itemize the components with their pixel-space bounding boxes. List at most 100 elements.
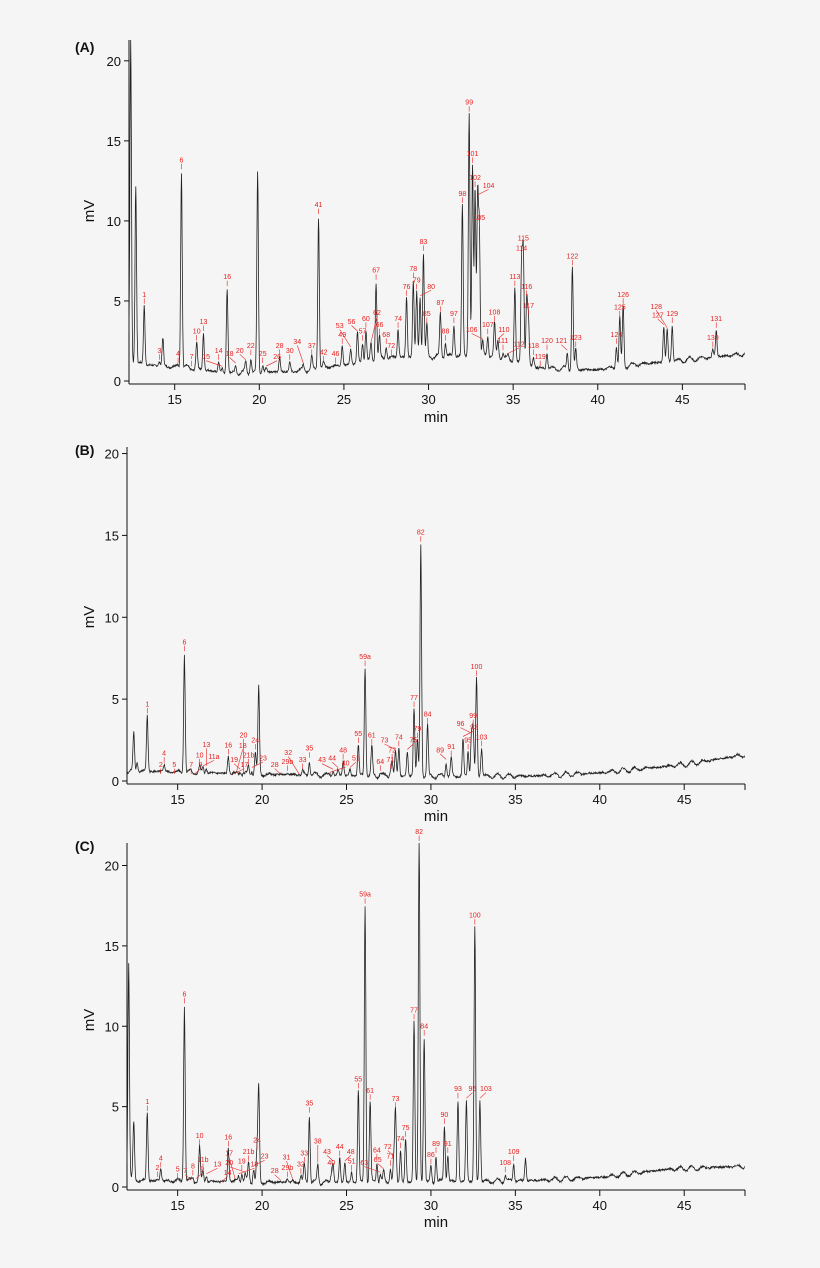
peak-label: 18: [239, 743, 247, 750]
x-tick-label: 40: [591, 392, 605, 407]
peak-label: 72: [384, 1144, 392, 1151]
peak-marker: [184, 1174, 192, 1181]
peak-label: 108: [499, 1160, 511, 1167]
peak-label: 14: [224, 1170, 232, 1177]
peak-label: 128: [650, 304, 662, 311]
peak-label: 67: [372, 268, 380, 275]
peak-label: 2: [159, 762, 163, 769]
peak-label: 17: [241, 762, 249, 769]
peak-label: 34: [293, 339, 301, 346]
peak-label: 64: [373, 1147, 381, 1154]
panel-b-letter: (B): [75, 442, 94, 458]
peak-label: 91: [447, 744, 455, 751]
peak-marker: [655, 310, 668, 328]
peak-label: 32: [297, 1162, 305, 1169]
peak-label: 87: [437, 300, 445, 307]
peak-marker: [331, 761, 339, 768]
panel-c-y-axis-title: mV: [81, 1009, 98, 1032]
peak-marker: [344, 1155, 352, 1162]
y-tick-label: 10: [105, 610, 119, 625]
peak-label: 84: [424, 711, 432, 718]
peak-label: 62: [373, 310, 381, 317]
peak-label: 59a: [359, 654, 371, 661]
peak-label: 16: [224, 1134, 232, 1141]
peak-label: 112: [514, 341, 525, 348]
peak-label: 108: [489, 309, 501, 316]
peak-label: 19: [230, 757, 238, 764]
peak-marker: [561, 344, 568, 351]
peak-label: 77: [410, 1007, 418, 1014]
peak-label: 103: [476, 734, 488, 741]
peak-marker: [329, 766, 346, 773]
peak-label: 109: [508, 1149, 520, 1156]
peak-label: 35: [306, 1101, 314, 1108]
peak-label: 51: [348, 1159, 356, 1166]
peak-label: 7: [183, 1168, 187, 1175]
peak-label: 126: [617, 292, 629, 299]
peak-marker: [253, 1159, 265, 1166]
peak-marker: [205, 360, 223, 367]
peak-label: 55: [354, 1077, 362, 1084]
peak-marker: [236, 749, 244, 771]
peak-label: 118: [528, 343, 539, 350]
x-tick-label: 20: [255, 792, 269, 807]
peak-label: 38: [314, 1139, 322, 1146]
peak-marker: [238, 1167, 255, 1175]
peak-marker: [384, 743, 396, 750]
peak-marker: [196, 1172, 203, 1179]
peak-label: 13: [203, 742, 211, 749]
peak-marker: [364, 1166, 381, 1173]
peak-label: 111: [498, 338, 509, 345]
peak-marker: [407, 743, 414, 750]
peak-label: 6: [182, 639, 186, 646]
peak-marker: [202, 760, 215, 767]
x-tick-label: 40: [593, 1198, 607, 1213]
peak-label: 37: [308, 343, 316, 350]
x-tick-label: 20: [255, 1198, 269, 1213]
peak-marker: [497, 333, 505, 340]
x-tick-label: 15: [170, 792, 184, 807]
peak-label: 131: [710, 316, 722, 323]
peak-label: 99: [465, 100, 473, 107]
peak-label: 97: [450, 311, 458, 318]
peak-label: 21b: [243, 1149, 255, 1156]
y-tick-label: 20: [105, 859, 119, 874]
peak-label: 65: [374, 1157, 382, 1164]
x-tick-label: 15: [167, 392, 181, 407]
peak-marker: [297, 345, 304, 364]
peak-label: 22: [247, 343, 255, 350]
peak-label: 123: [570, 335, 582, 342]
peak-label: 129: [666, 311, 678, 318]
x-tick-label: 45: [677, 792, 691, 807]
peak-label: 46: [332, 351, 340, 358]
peak-label: 35: [306, 746, 314, 753]
y-tick-label: 15: [107, 134, 121, 149]
peak-label: 89: [432, 1141, 440, 1148]
peak-label: 48: [347, 1149, 355, 1156]
peak-label: 103: [480, 1086, 492, 1093]
peak-label: 14: [215, 348, 223, 355]
peak-label: 104: [483, 183, 495, 190]
peak-label: 82: [415, 829, 423, 836]
x-tick-label: 25: [337, 392, 351, 407]
peak-label: 95: [469, 1086, 477, 1093]
peak-label: 101: [467, 151, 479, 158]
peak-label: 78: [409, 266, 417, 273]
peak-label: 4: [159, 1155, 163, 1162]
peak-marker: [228, 1156, 236, 1179]
panel-c: (C) mV min 15 20 25 30 35 40 45051015208259a10…: [75, 829, 746, 1231]
peak-label: 115: [518, 236, 529, 243]
peak-label: 79: [414, 726, 422, 733]
peak-label: 93: [454, 1086, 462, 1093]
peak-marker: [233, 768, 245, 775]
peak-label: 16: [224, 742, 232, 749]
peak-label: 15: [202, 354, 210, 361]
peak-label: 40: [327, 1160, 335, 1167]
x-tick-label: 20: [252, 392, 266, 407]
peak-label: 75: [409, 738, 417, 745]
y-tick-label: 10: [107, 214, 121, 229]
peak-marker: [466, 1092, 473, 1099]
peak-label: 1: [145, 702, 149, 709]
peak-label: 125: [614, 305, 626, 312]
